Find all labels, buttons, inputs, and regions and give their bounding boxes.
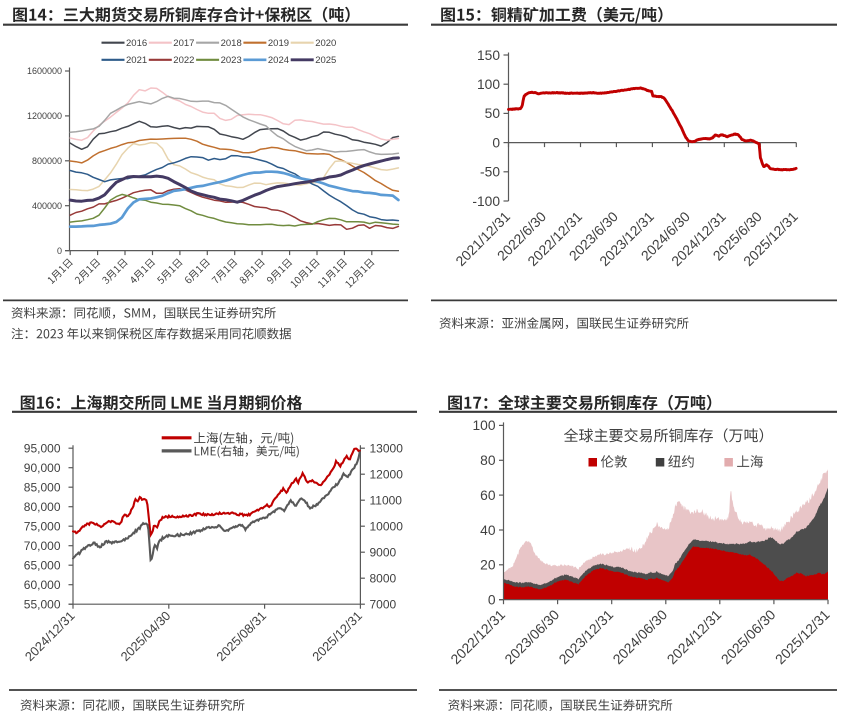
svg-text:1200000: 1200000: [27, 111, 62, 121]
svg-text:80,000: 80,000: [24, 500, 61, 514]
svg-text:60: 60: [480, 488, 496, 503]
svg-text:8000: 8000: [370, 571, 397, 585]
svg-text:2017: 2017: [173, 38, 194, 49]
svg-text:2024: 2024: [268, 55, 289, 66]
svg-text:40: 40: [480, 523, 496, 538]
svg-text:10000: 10000: [370, 519, 404, 533]
svg-text:2018: 2018: [221, 38, 242, 49]
svg-text:60,000: 60,000: [24, 578, 61, 592]
svg-text:50: 50: [485, 106, 501, 121]
svg-text:95,000: 95,000: [24, 441, 61, 455]
svg-text:90,000: 90,000: [24, 461, 61, 475]
svg-text:0: 0: [57, 246, 62, 256]
svg-text:11000: 11000: [370, 493, 403, 507]
svg-text:12000: 12000: [370, 467, 404, 481]
svg-text:150: 150: [477, 48, 500, 63]
svg-text:100: 100: [477, 77, 500, 92]
svg-text:0: 0: [492, 135, 500, 150]
svg-text:0: 0: [488, 593, 496, 608]
svg-text:2025: 2025: [315, 55, 336, 66]
svg-text:100: 100: [472, 418, 495, 433]
svg-text:2021: 2021: [126, 55, 147, 66]
svg-text:400000: 400000: [32, 201, 62, 211]
svg-text:2022: 2022: [173, 55, 194, 66]
svg-text:55,000: 55,000: [24, 597, 61, 611]
svg-text:2016: 2016: [126, 38, 147, 49]
svg-text:2019: 2019: [268, 38, 289, 49]
svg-text:-50: -50: [480, 165, 500, 180]
svg-text:85,000: 85,000: [24, 480, 61, 494]
svg-text:80: 80: [480, 453, 496, 468]
svg-text:65,000: 65,000: [24, 558, 61, 572]
svg-text:2023: 2023: [221, 55, 242, 66]
svg-text:1600000: 1600000: [27, 66, 62, 76]
svg-text:7000: 7000: [370, 597, 397, 611]
svg-text:20: 20: [480, 558, 496, 573]
svg-text:2020: 2020: [315, 38, 336, 49]
svg-text:800000: 800000: [32, 156, 62, 166]
svg-text:70,000: 70,000: [24, 539, 61, 553]
svg-text:75,000: 75,000: [24, 519, 61, 533]
svg-text:13000: 13000: [370, 441, 404, 455]
svg-text:-100: -100: [472, 194, 500, 209]
svg-text:9000: 9000: [370, 545, 397, 559]
